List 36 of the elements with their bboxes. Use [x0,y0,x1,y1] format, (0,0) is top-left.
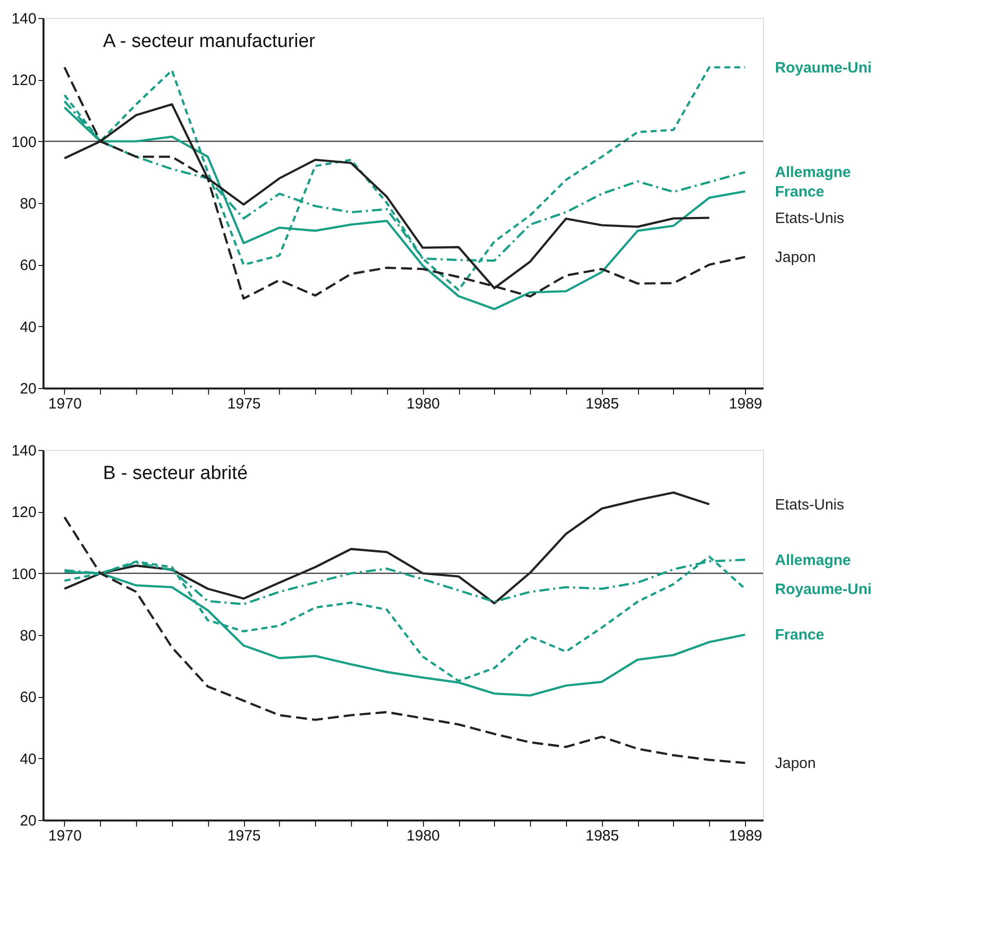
x-tick-label: 1989 [728,828,762,844]
y-tick-label: 100 [11,566,36,583]
x-tick-label: 1970 [48,396,82,412]
x-tick-label: 1989 [728,396,762,412]
series-label: Allemagne [775,164,851,182]
series-label: France [775,626,824,644]
x-tick-label: 1980 [406,828,440,844]
text: A - secteur manufacturier [103,31,316,52]
y-tick-label: 120 [11,72,36,90]
series-label: Royaume-Uni [775,580,872,598]
series-label: Allemagne [775,552,851,569]
x-tick-label: 1970 [48,828,82,844]
text: Etats-Unis [775,496,844,514]
y-tick-label: 60 [20,257,36,274]
y-tick-label: 100 [11,134,36,151]
series-label: Royaume-Uni [775,59,872,76]
y-tick-label: 20 [20,380,36,398]
series-label: France [775,183,824,200]
y-tick-label: 120 [11,504,36,522]
y-tick-label: 80 [20,196,36,212]
y-tick-label: 140 [11,10,36,28]
x-tick-label: 1985 [586,396,619,412]
y-tick-label: 60 [20,689,36,706]
x-tick-label: 1975 [227,396,261,412]
y-tick-label: 140 [11,442,36,460]
x-tick-label: 1985 [586,828,619,844]
x-tick-label: 1980 [406,396,440,412]
series-label: Japon [775,754,816,772]
y-tick-label: 80 [20,628,36,644]
text: Etats-Unis [775,210,844,227]
y-tick-label: 20 [20,812,36,830]
y-tick-label: 40 [20,750,36,768]
series-label: Japon [775,248,816,266]
x-tick-label: 1975 [227,828,261,844]
y-tick-label: 40 [20,318,36,336]
text: B - secteur abrité [103,463,248,484]
